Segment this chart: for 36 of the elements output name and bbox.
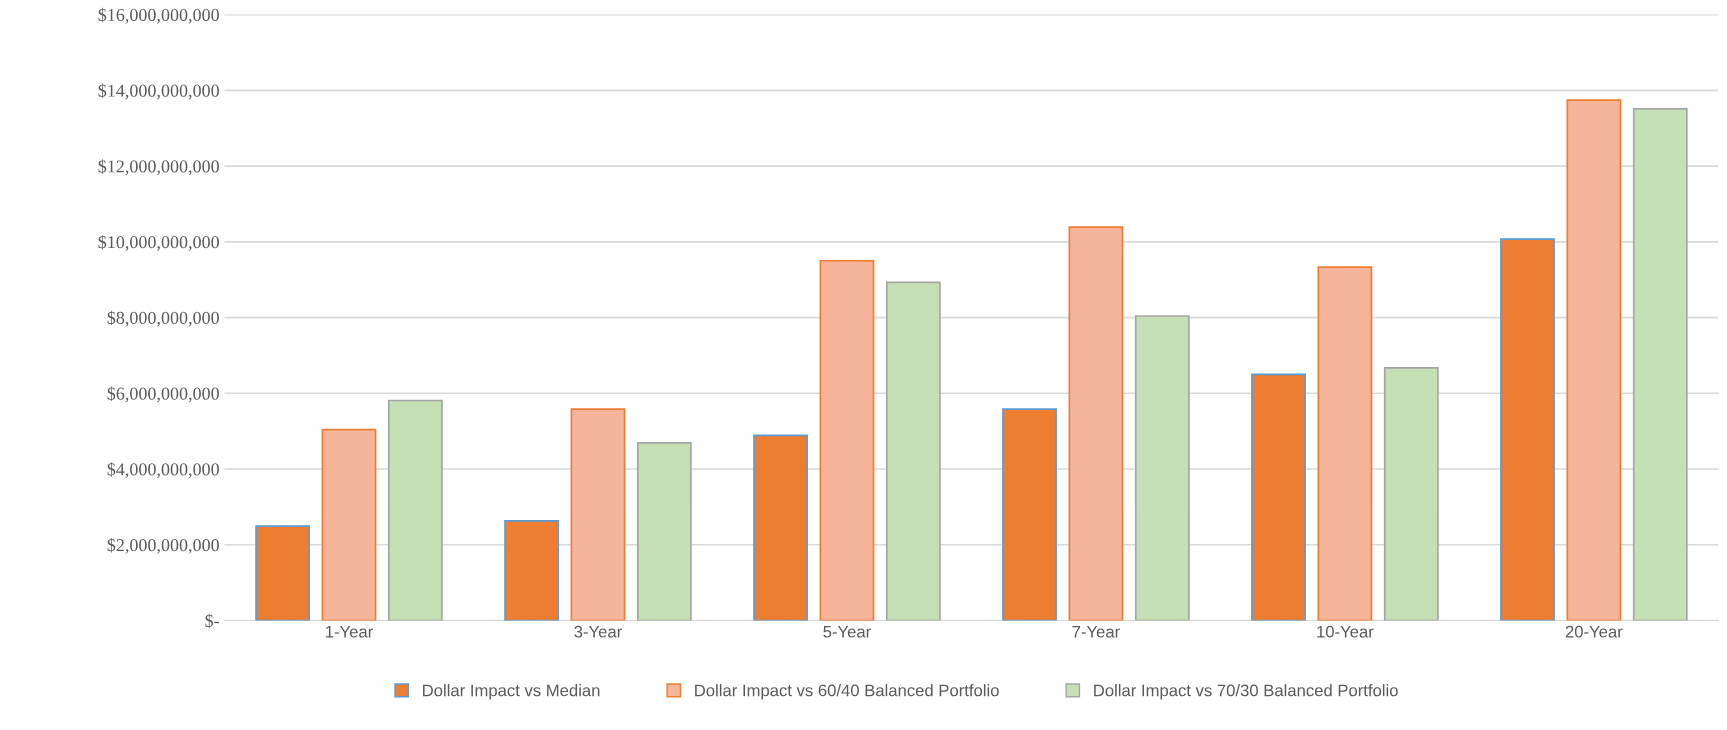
y-tick-label: $12,000,000,000 [98, 159, 219, 176]
x-tick-label: 10-Year [1317, 625, 1374, 638]
x-tick-label: 3-Year [574, 625, 622, 638]
bar [753, 434, 808, 621]
bar [321, 428, 377, 621]
y-tick-label: $4,000,000,000 [107, 462, 219, 479]
bar [819, 259, 875, 621]
x-tick-label: 20-Year [1565, 625, 1623, 638]
bar [636, 442, 692, 621]
bar [1566, 99, 1622, 621]
bar [255, 525, 310, 621]
bar [1632, 108, 1688, 621]
bar [1383, 367, 1439, 621]
bar [1251, 373, 1306, 621]
legend-label: Dollar Impact vs Median [423, 684, 600, 700]
y-tick-label: $6,000,000,000 [107, 386, 219, 403]
bar [1134, 315, 1190, 621]
bar [504, 520, 559, 621]
bar [1500, 238, 1555, 621]
legend-label: Dollar Impact vs 60/40 Balanced Portfolio [695, 684, 999, 700]
x-tick-label: 5-Year [823, 625, 871, 638]
y-tick-label: $2,000,000,000 [107, 537, 219, 554]
y-tick-label: $8,000,000,000 [107, 310, 219, 327]
bar [1317, 266, 1373, 621]
x-tick-label: 7-Year [1072, 625, 1120, 638]
legend-label: Dollar Impact vs 70/30 Balanced Portfolio [1094, 684, 1398, 700]
x-tick-label: 1-Year [326, 625, 373, 638]
y-tick-label: $14,000,000,000 [98, 83, 219, 100]
bar [1068, 226, 1124, 621]
bar [1002, 408, 1057, 621]
bar [570, 408, 626, 621]
bar [885, 281, 941, 621]
bar [387, 399, 443, 621]
y-tick-label: $16,000,000,000 [98, 7, 219, 24]
y-tick-label: $- [205, 613, 219, 629]
y-tick-label: $10,000,000,000 [98, 235, 219, 251]
